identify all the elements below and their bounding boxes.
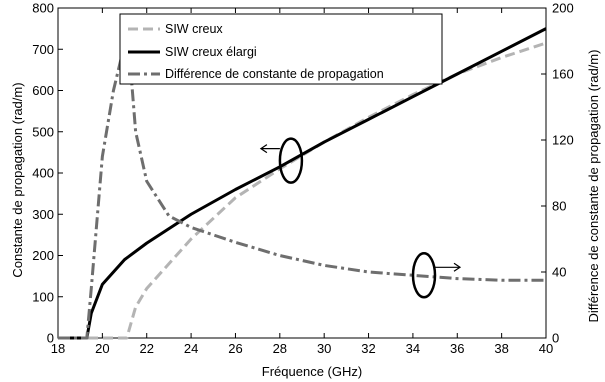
x-tick-label: 32 — [361, 341, 375, 356]
x-tick-label: 26 — [228, 341, 242, 356]
series-line-3 — [58, 32, 546, 340]
y-right-tick-label: 80 — [552, 199, 566, 214]
x-axis-ticks: 18 20 22 24 26 28 30 32 34 36 38 40 — [51, 8, 553, 356]
x-tick-label: 34 — [406, 341, 420, 356]
y-right-tick-label: 200 — [552, 1, 574, 16]
x-tick-label: 24 — [184, 341, 198, 356]
annotation-arrowhead-1 — [259, 144, 268, 154]
y-right-tick-label: 0 — [552, 331, 559, 346]
y-right-tick-label: 120 — [552, 133, 574, 148]
x-tick-label: 40 — [539, 341, 553, 356]
y-left-tick-label: 100 — [32, 289, 54, 304]
y-left-tick-label: 800 — [32, 1, 54, 16]
y-right-axis-label: Différence de constante de propagation (… — [586, 50, 601, 323]
y-left-tick-label: 200 — [32, 248, 54, 263]
legend-label-siw-creux: SIW creux — [165, 22, 223, 36]
legend-label-difference: Différence de constante de propagation — [165, 67, 384, 81]
x-tick-label: 30 — [317, 341, 331, 356]
x-tick-label: 22 — [139, 341, 153, 356]
x-tick-label: 20 — [95, 341, 109, 356]
x-tick-label: 18 — [51, 341, 65, 356]
y-left-tick-label: 600 — [32, 83, 54, 98]
legend: SIW creux SIW creux élargi Différence de… — [119, 13, 443, 85]
y-left-tick-label: 300 — [32, 207, 54, 222]
y-left-tick-label: 500 — [32, 124, 54, 139]
x-axis-label: Fréquence (GHz) — [262, 364, 362, 379]
series-line-1 — [58, 41, 547, 340]
annotations — [259, 137, 462, 299]
legend-label-siw-creux-elargi: SIW creux élargi — [165, 45, 257, 59]
annotation-ellipse-2 — [411, 252, 437, 299]
y-left-tick-label: 700 — [32, 42, 54, 57]
y-right-tick-label: 40 — [552, 265, 566, 280]
y-right-axis-ticks: 0 40 80 120 160 200 — [541, 1, 574, 346]
y-left-axis-label: Constante de propagation (rad/m) — [10, 82, 25, 277]
x-tick-label: 28 — [273, 341, 287, 356]
y-left-tick-label: 400 — [32, 166, 54, 181]
x-tick-label: 36 — [450, 341, 464, 356]
x-tick-label: 38 — [494, 341, 508, 356]
legend-box — [119, 13, 443, 85]
y-right-tick-label: 160 — [552, 67, 574, 82]
y-left-axis-ticks: 0 100 200 300 400 500 600 700 800 — [32, 1, 63, 346]
annotation-ellipse-1 — [278, 137, 304, 184]
y-left-tick-label: 0 — [47, 331, 54, 346]
annotation-arrowhead-2 — [453, 262, 462, 272]
